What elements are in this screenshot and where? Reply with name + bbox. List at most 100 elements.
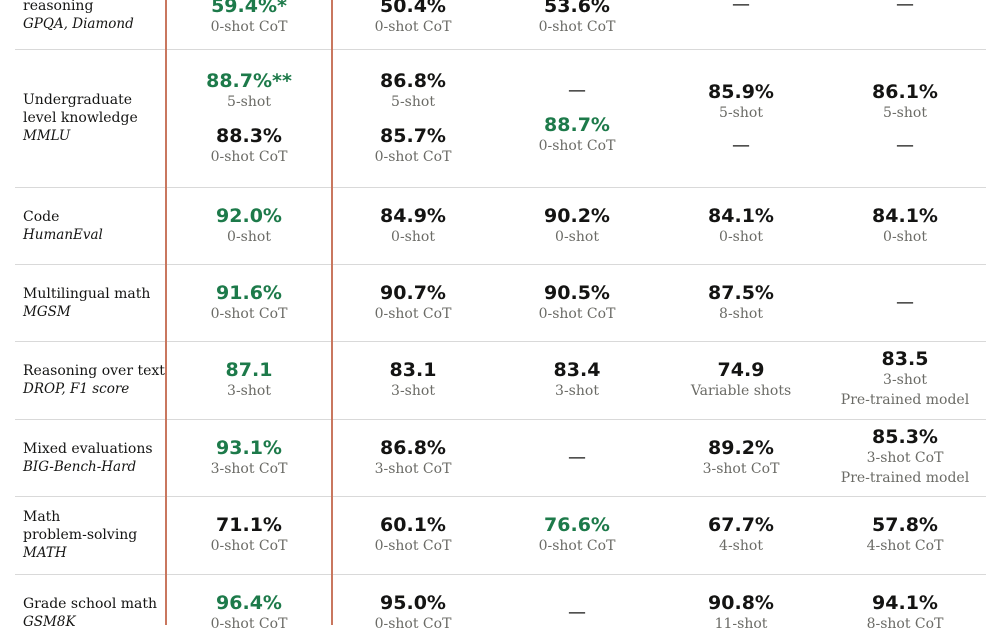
score-cell: — [497, 446, 657, 468]
benchmark-label: Math problem-solving MATH [23, 508, 137, 562]
score-cell: 57.8% 4-shot CoT [825, 514, 985, 556]
benchmark-label: Undergraduate level knowledge MMLU [23, 91, 138, 145]
score-method: 3-shot [883, 372, 927, 388]
benchmark-name: Code [23, 208, 60, 225]
benchmark-dataset: GSM8K [23, 614, 76, 630]
row-divider [15, 574, 986, 575]
benchmark-label: reasoning GPQA, Diamond [23, 0, 134, 33]
score-method: 3-shot CoT [866, 450, 944, 466]
score-cell: — [497, 603, 657, 623]
score-method: 0-shot CoT [374, 616, 452, 632]
score-method: 0-shot [391, 229, 435, 245]
score-cell: 53.6% 0-shot CoT [497, 0, 657, 37]
score-value: 83.4 [553, 359, 601, 381]
score-method: 0-shot [883, 229, 927, 245]
score-value: 59.4%* [211, 0, 287, 17]
score-value: 83.1 [389, 359, 437, 381]
score-value: 95.0% [380, 592, 446, 614]
benchmark-dataset: DROP, F1 score [23, 381, 130, 397]
score-method: 5-shot [719, 104, 763, 121]
score-method: 0-shot CoT [538, 538, 616, 554]
score-cell: 90.7% 0-shot CoT [333, 282, 493, 324]
benchmark-name: Mixed evaluations [23, 440, 153, 457]
score-cell: 83.1 3-shot [333, 359, 493, 401]
score-value: 91.6% [216, 282, 282, 304]
score-cell: 76.6% 0-shot CoT [497, 514, 657, 556]
score-cell: — [825, 134, 985, 156]
score-value: 90.8% [708, 592, 774, 614]
score-value: 89.2% [708, 437, 774, 459]
score-value: 90.2% [544, 205, 610, 227]
score-value: 74.9 [717, 359, 765, 381]
score-method: 4-shot [719, 538, 763, 554]
score-method: 5-shot [227, 93, 271, 110]
score-method: 4-shot CoT [866, 538, 944, 554]
score-value: 96.4% [216, 592, 282, 614]
score-value: 90.7% [380, 282, 446, 304]
score-value: 93.1% [216, 437, 282, 459]
score-method: 0-shot [555, 229, 599, 245]
score-method-note: Pre-trained model [840, 470, 970, 486]
score-value: 84.1% [708, 205, 774, 227]
score-method-note: Pre-trained model [840, 392, 970, 408]
score-value: 86.8% [380, 437, 446, 459]
score-cell: 87.1 3-shot [169, 359, 329, 401]
score-value: 88.3% [216, 124, 282, 147]
score-cell: 85.9% 5-shot [661, 81, 821, 123]
score-cell: 86.8% 5-shot [333, 70, 493, 112]
score-method: 0-shot CoT [538, 137, 616, 154]
score-cell: 84.1% 0-shot [661, 205, 821, 247]
score-value: 53.6% [544, 0, 610, 17]
score-cell: 60.1% 0-shot CoT [333, 514, 493, 556]
score-method: 0-shot CoT [374, 538, 452, 554]
score-value: 67.7% [708, 514, 774, 536]
score-value: 85.9% [708, 80, 774, 103]
score-method: 0-shot CoT [374, 306, 452, 322]
score-cell: 86.1% 5-shot [825, 81, 985, 123]
score-method: 3-shot CoT [702, 461, 780, 477]
score-cell: 50.4% 0-shot CoT [333, 0, 493, 37]
score-value: 88.7%** [206, 69, 292, 92]
score-value: 90.5% [544, 282, 610, 304]
score-method: 0-shot CoT [210, 306, 288, 322]
score-value: 88.7% [544, 113, 610, 136]
score-cell: 89.2% 3-shot CoT [661, 437, 821, 479]
row-divider [15, 419, 986, 420]
score-value: 85.7% [380, 124, 446, 147]
score-cell: 83.5 3-shot Pre-trained model [825, 348, 985, 410]
score-cell: — [497, 80, 657, 101]
score-method: 0-shot [227, 229, 271, 245]
benchmark-label: Mixed evaluations BIG-Bench-Hard [23, 440, 153, 476]
benchmark-dataset: GPQA, Diamond [23, 15, 134, 32]
score-value: 57.8% [872, 514, 938, 536]
score-cell: 92.0% 0-shot [169, 205, 329, 247]
benchmark-dataset: MMLU [23, 128, 71, 144]
score-value: 60.1% [380, 514, 446, 536]
score-value: 50.4% [380, 0, 446, 17]
score-cell: 84.9% 0-shot [333, 205, 493, 247]
benchmark-name: problem-solving [23, 527, 138, 543]
score-method: 0-shot [719, 229, 763, 245]
score-cell: 85.3% 3-shot CoT Pre-trained model [825, 426, 985, 488]
score-value: 94.1% [872, 592, 938, 614]
benchmark-dataset: MATH [23, 545, 67, 561]
score-cell: — [661, 135, 821, 156]
score-cell: 88.3% 0-shot CoT [169, 125, 329, 167]
benchmark-label: Reasoning over text DROP, F1 score [23, 362, 165, 398]
score-cell: 96.4% 0-shot CoT [169, 592, 329, 634]
score-value: 87.5% [708, 282, 774, 304]
score-cell: 90.8% 11-shot [661, 592, 821, 634]
benchmark-label: Code HumanEval [23, 208, 103, 244]
benchmark-name: Multilingual math [23, 285, 151, 302]
no-score-dash: — [568, 446, 586, 468]
score-value: 84.9% [380, 205, 446, 227]
row-divider [15, 187, 986, 188]
score-method: 5-shot [391, 93, 435, 110]
score-value: 86.8% [380, 69, 446, 92]
score-cell: 84.1% 0-shot [825, 205, 985, 247]
score-method: 8-shot [719, 306, 763, 322]
score-method: 3-shot [555, 383, 599, 399]
score-method: 0-shot CoT [374, 148, 452, 165]
score-cell: 87.5% 8-shot [661, 282, 821, 324]
no-score-dash: — [896, 134, 914, 156]
